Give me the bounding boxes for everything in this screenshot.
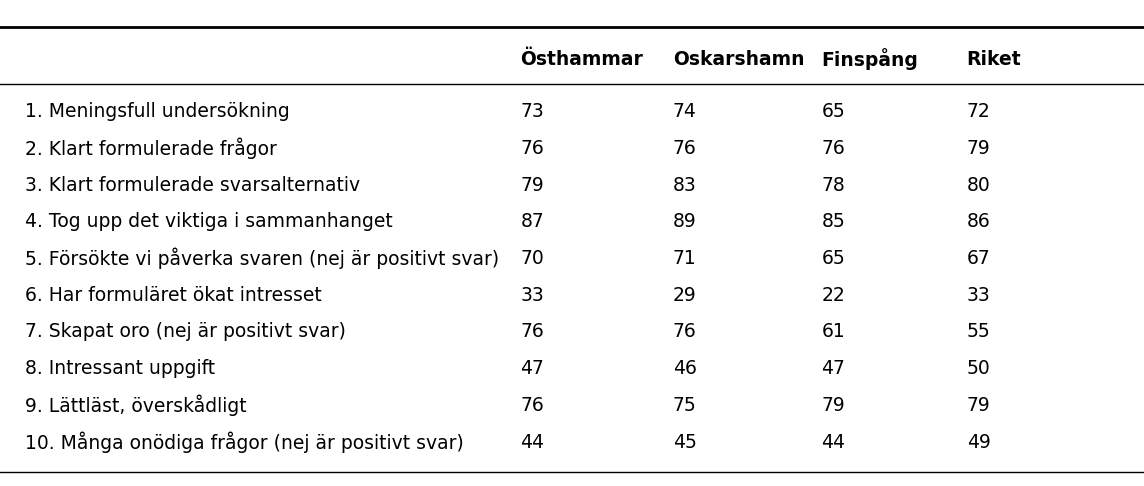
Text: 89: 89: [673, 212, 697, 231]
Text: 79: 79: [521, 175, 545, 195]
Text: 73: 73: [521, 102, 545, 122]
Text: 79: 79: [967, 139, 991, 158]
Text: 71: 71: [673, 249, 697, 268]
Text: 47: 47: [521, 359, 545, 378]
Text: 2. Klart formulerade frågor: 2. Klart formulerade frågor: [25, 138, 277, 159]
Text: 76: 76: [673, 139, 697, 158]
Text: Riket: Riket: [967, 50, 1022, 69]
Text: 86: 86: [967, 212, 991, 231]
Text: Östhammar: Östhammar: [521, 50, 643, 69]
Text: 85: 85: [821, 212, 845, 231]
Text: 61: 61: [821, 322, 845, 342]
Text: 72: 72: [967, 102, 991, 122]
Text: 79: 79: [967, 396, 991, 415]
Text: 83: 83: [673, 175, 697, 195]
Text: Finspång: Finspång: [821, 48, 919, 70]
Text: 79: 79: [821, 396, 845, 415]
Text: 76: 76: [521, 139, 545, 158]
Text: 22: 22: [821, 286, 845, 305]
Text: 33: 33: [521, 286, 545, 305]
Text: 76: 76: [821, 139, 845, 158]
Text: 44: 44: [521, 433, 545, 451]
Text: 8. Intressant uppgift: 8. Intressant uppgift: [25, 359, 215, 378]
Text: 76: 76: [673, 322, 697, 342]
Text: 76: 76: [521, 322, 545, 342]
Text: 7. Skapat oro (nej är positivt svar): 7. Skapat oro (nej är positivt svar): [25, 322, 345, 342]
Text: 10. Många onödiga frågor (nej är positivt svar): 10. Många onödiga frågor (nej är positiv…: [25, 431, 464, 453]
Text: 1. Meningsfull undersökning: 1. Meningsfull undersökning: [25, 102, 289, 122]
Text: 46: 46: [673, 359, 697, 378]
Text: 9. Lättläst, överskådligt: 9. Lättläst, överskådligt: [25, 395, 247, 416]
Text: 65: 65: [821, 102, 845, 122]
Text: 47: 47: [821, 359, 845, 378]
Text: 78: 78: [821, 175, 845, 195]
Text: 33: 33: [967, 286, 991, 305]
Text: 65: 65: [821, 249, 845, 268]
Text: 45: 45: [673, 433, 697, 451]
Text: 75: 75: [673, 396, 697, 415]
Text: 44: 44: [821, 433, 845, 451]
Text: 4. Tog upp det viktiga i sammanhanget: 4. Tog upp det viktiga i sammanhanget: [25, 212, 392, 231]
Text: 50: 50: [967, 359, 991, 378]
Text: 80: 80: [967, 175, 991, 195]
Text: 29: 29: [673, 286, 697, 305]
Text: 3. Klart formulerade svarsalternativ: 3. Klart formulerade svarsalternativ: [25, 175, 360, 195]
Text: Oskarshamn: Oskarshamn: [673, 50, 804, 69]
Text: 55: 55: [967, 322, 991, 342]
Text: 6. Har formuläret ökat intresset: 6. Har formuläret ökat intresset: [25, 286, 321, 305]
Text: 76: 76: [521, 396, 545, 415]
Text: 70: 70: [521, 249, 545, 268]
Text: 5. Försökte vi påverka svaren (nej är positivt svar): 5. Försökte vi påverka svaren (nej är po…: [25, 248, 499, 269]
Text: 87: 87: [521, 212, 545, 231]
Text: 49: 49: [967, 433, 991, 451]
Text: 67: 67: [967, 249, 991, 268]
Text: 74: 74: [673, 102, 697, 122]
